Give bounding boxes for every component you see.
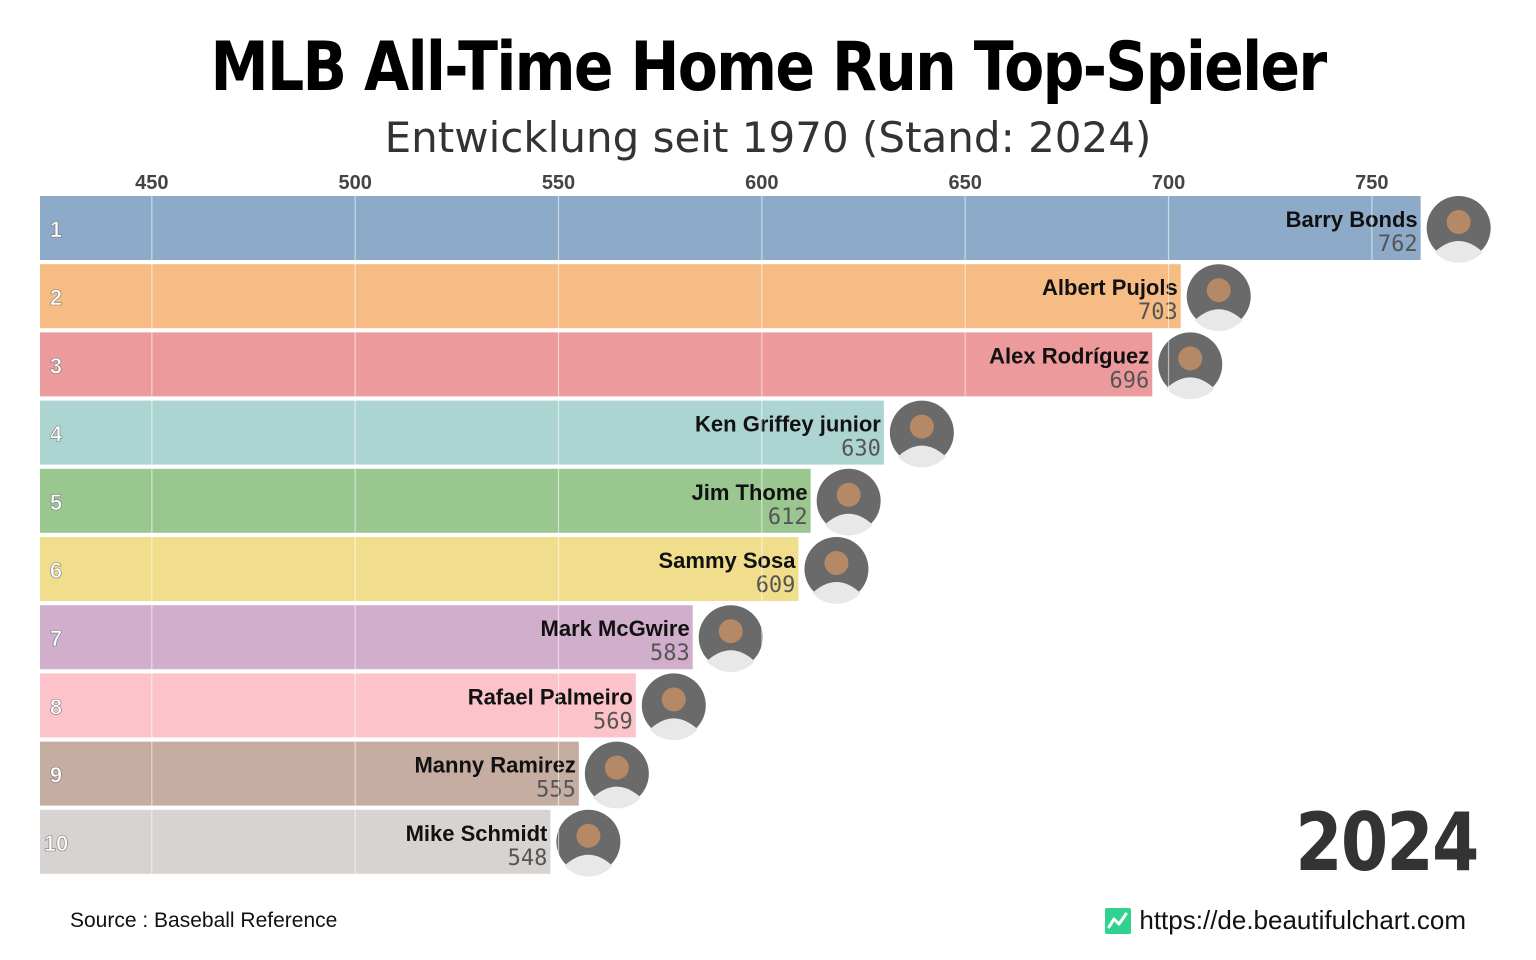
avatar-body: [824, 513, 873, 536]
value-label: 762: [1378, 232, 1418, 257]
player-photo-icon: [556, 809, 621, 877]
player-photo-icon: [698, 605, 763, 673]
x-tick-label: 450: [135, 172, 168, 194]
site-url[interactable]: https://de.beautifulchart.com: [1139, 905, 1466, 935]
chart-line-icon: [1105, 907, 1132, 934]
avatar-body: [592, 786, 641, 809]
value-label: 555: [536, 778, 576, 803]
player-name-label: Barry Bonds: [1286, 207, 1418, 232]
player-photo-icon: [1186, 264, 1251, 332]
value-label: 696: [1110, 368, 1150, 393]
avatar-body: [564, 854, 613, 877]
rank-label: 7: [50, 626, 62, 651]
rank-label: 4: [50, 422, 63, 447]
avatar-head: [909, 414, 934, 439]
player-photo-icon: [1158, 332, 1223, 400]
rank-label: 9: [50, 763, 62, 788]
avatar-head: [824, 551, 849, 575]
rank-label: 10: [44, 831, 68, 856]
avatar-head: [1446, 210, 1471, 234]
player-name-label: Albert Pujols: [1042, 275, 1178, 300]
bar: [40, 196, 1421, 260]
avatar-body: [812, 582, 861, 604]
player-photo-icon: [816, 468, 881, 536]
bar: [40, 741, 579, 806]
value-label: 569: [593, 709, 633, 734]
avatar-head: [661, 687, 686, 712]
avatar-body: [706, 650, 755, 673]
bar: [40, 332, 1153, 397]
value-label: 703: [1138, 300, 1178, 325]
bar: [40, 537, 799, 601]
player-name-label: Rafael Palmeiro: [468, 684, 633, 709]
value-label: 583: [650, 641, 690, 666]
rank-label: 8: [50, 694, 62, 719]
avatar-head: [836, 482, 861, 507]
player-photo-icon: [804, 537, 869, 604]
player-name-label: Ken Griffey junior: [695, 412, 881, 437]
player-name-label: Manny Ramirez: [414, 753, 575, 778]
bar: [40, 605, 693, 670]
x-tick-label: 700: [1152, 172, 1185, 194]
player-photo-icon: [584, 741, 649, 809]
avatar-head: [576, 823, 601, 848]
player-photo-icon: [1426, 196, 1491, 263]
avatar-head: [1178, 346, 1203, 371]
year-label: 2024: [1295, 796, 1480, 889]
chart-subtitle: Entwicklung seit 1970 (Stand: 2024): [384, 113, 1152, 162]
rank-label: 2: [50, 285, 62, 310]
bar: [40, 264, 1181, 329]
bar: [40, 673, 636, 738]
chart-title: MLB All-Time Home Run Top-Spieler: [210, 28, 1328, 107]
x-tick-label: 550: [542, 172, 575, 194]
avatar-body: [649, 718, 698, 741]
rank-label: 3: [50, 353, 62, 378]
avatar-body: [897, 445, 946, 468]
value-label: 548: [508, 846, 548, 871]
x-tick-label: 600: [745, 172, 778, 194]
bar: [40, 400, 884, 465]
gridlines: 450 500 550 600 650 700 750: [135, 172, 1389, 874]
player-name-label: Jim Thome: [692, 480, 808, 505]
player-name-label: Mark McGwire: [541, 616, 690, 641]
bar: [40, 468, 811, 533]
rank-label: 5: [50, 490, 62, 515]
value-label: 612: [768, 505, 808, 530]
player-name-label: Mike Schmidt: [406, 821, 548, 846]
player-name-label: Alex Rodríguez: [989, 343, 1149, 368]
player-photo-icon: [641, 673, 706, 741]
avatar-body: [1194, 309, 1243, 332]
rank-label: 6: [50, 558, 62, 583]
bar: [40, 809, 551, 874]
avatar-head: [718, 619, 743, 644]
x-tick-label: 750: [1355, 172, 1388, 194]
site-link[interactable]: https://de.beautifulchart.com: [1105, 905, 1466, 936]
avatar-head: [1206, 278, 1231, 303]
player-name-label: Sammy Sosa: [658, 548, 796, 573]
source-note: Source : Baseball Reference: [70, 909, 338, 932]
value-label: 630: [841, 437, 881, 462]
avatar-head: [604, 755, 629, 780]
x-tick-label: 650: [949, 172, 982, 194]
avatar-body: [1434, 241, 1483, 263]
rank-label: 1: [50, 217, 62, 242]
avatar-body: [1166, 377, 1215, 400]
player-photo-icon: [889, 400, 954, 468]
x-tick-label: 500: [338, 172, 371, 194]
